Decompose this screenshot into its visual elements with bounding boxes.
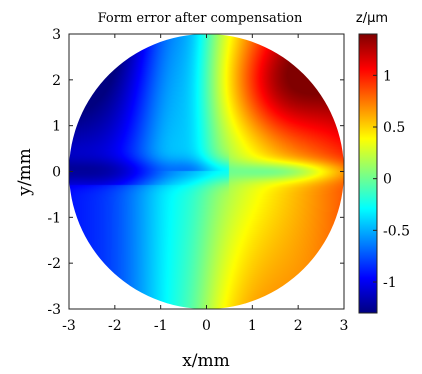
- colorbar: 1 0.5 0 -0.5 -1: [358, 33, 410, 314]
- y-tick-label: -1: [47, 210, 61, 226]
- colorbar-tick-label: 1: [383, 68, 392, 84]
- y-tick-label: 3: [52, 27, 61, 43]
- chart-title: Form error after compensation: [98, 11, 303, 26]
- y-tick-label: 0: [52, 165, 61, 181]
- colorbar-label: z/μm: [356, 11, 388, 26]
- colorbar-tick-label: -1: [383, 275, 397, 291]
- x-tick-label: -3: [62, 318, 76, 334]
- axes: -3 -2 -1 0 1 2 3 3 2 1 0 -1 -2 -3: [47, 27, 348, 334]
- y-tick-label: -2: [47, 256, 61, 272]
- x-tick-label: 1: [248, 318, 257, 334]
- colorbar-gradient: [358, 33, 378, 314]
- y-tick-label: 2: [52, 73, 61, 89]
- x-tick-label: 0: [202, 318, 211, 334]
- x-tick-label: -2: [108, 318, 122, 334]
- form-error-surface: [69, 34, 344, 309]
- x-tick-label: 3: [340, 318, 349, 334]
- y-axis-label: y/mm: [15, 148, 35, 197]
- x-axis-label: x/mm: [182, 351, 230, 371]
- y-tick-label: 1: [52, 119, 61, 135]
- y-tick-label: -3: [47, 302, 61, 318]
- plot-area: [69, 34, 344, 309]
- colorbar-tick-label: -0.5: [383, 223, 410, 239]
- colorbar-tick-label: 0: [383, 172, 392, 188]
- x-tick-label: 2: [294, 318, 303, 334]
- x-tick-label: -1: [154, 318, 168, 334]
- colorbar-tick-label: 0.5: [383, 120, 405, 136]
